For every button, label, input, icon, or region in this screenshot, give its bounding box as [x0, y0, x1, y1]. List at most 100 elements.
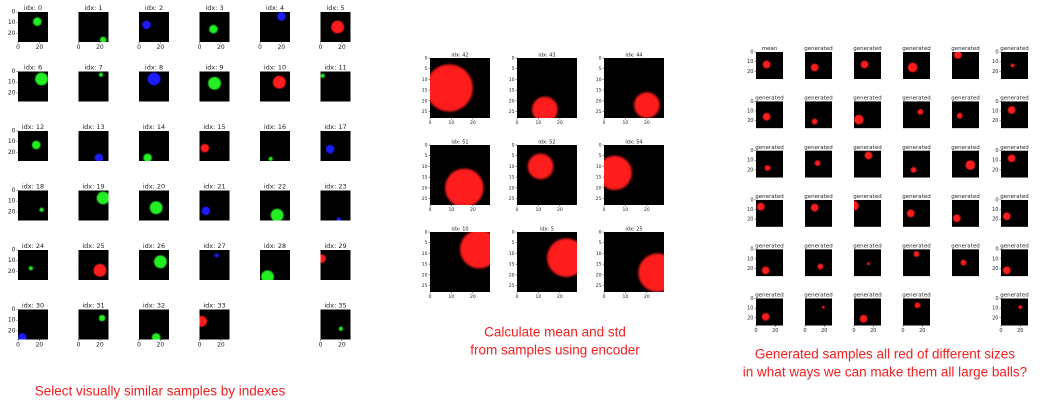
x-tick-label: 20 [821, 328, 827, 334]
panel-title: generated [755, 194, 783, 200]
ball [867, 262, 870, 266]
x-tick-label: 20 [919, 328, 925, 334]
sample-image [430, 145, 490, 205]
x-tick-label: 0 [137, 44, 141, 51]
x-tick-label: 0 [319, 342, 323, 349]
ball [814, 160, 821, 167]
sample-panel: idx: 44 0 10 20 0 5 10 15 20 25 [596, 53, 664, 126]
sample-panel: idx: 22 [260, 183, 290, 221]
y-tick-label: 20 [596, 98, 602, 104]
x-tick-label: 0 [198, 342, 202, 349]
panel-title: idx: 10 [451, 227, 468, 233]
sample-image [320, 190, 351, 221]
ball [31, 140, 41, 150]
ball [98, 72, 104, 77]
sample-panel: idx: 9 [199, 64, 230, 102]
sample-image [139, 71, 169, 102]
sample-panel: idx: 29 [320, 242, 351, 280]
ball [547, 238, 577, 277]
ball [149, 201, 163, 215]
sample-image [756, 52, 783, 79]
ball [261, 270, 274, 280]
y-tick-label: 0 [750, 247, 753, 253]
y-tick-label: 20 [509, 185, 515, 191]
y-tick-label: 0 [425, 56, 428, 62]
sample-image [320, 131, 351, 161]
caption: from samples using encoder [470, 343, 640, 358]
panel-title: generated [902, 96, 930, 102]
sample-image [430, 232, 490, 292]
sample-image [805, 101, 832, 129]
x-tick-label: 0 [603, 120, 606, 126]
x-tick-label: 0 [852, 328, 855, 334]
y-tick-label: 15 [422, 88, 428, 94]
ball [208, 76, 221, 90]
x-tick-label: 0 [999, 328, 1002, 334]
sample-panel: idx: 24 0 10 20 [8, 242, 48, 280]
x-tick-label: 0 [77, 342, 81, 349]
x-tick-label: 0 [901, 328, 904, 334]
ball [33, 17, 42, 26]
image-background [1001, 150, 1028, 178]
sample-image [604, 232, 664, 292]
sample-image [952, 52, 979, 79]
panel-title: generated [755, 293, 783, 299]
ball [1010, 63, 1015, 68]
image-background [1001, 101, 1028, 129]
sample-panel: generated [804, 243, 833, 277]
panel-title: idx: 17 [324, 123, 346, 131]
y-tick-label: 0 [995, 197, 998, 203]
ball [854, 200, 859, 211]
panel-title: generated [804, 194, 832, 200]
sample-image [430, 58, 490, 118]
panel-title: generated [951, 243, 979, 249]
sample-panel: idx: 32 0 20 [137, 302, 169, 349]
x-tick-label: 10 [536, 207, 542, 213]
x-tick-label: 20 [470, 294, 476, 300]
panel-title: idx: 2 [145, 4, 163, 12]
panel-title: idx: 29 [324, 242, 346, 250]
sample-image [260, 131, 290, 161]
panel-title: idx: 3 [205, 4, 223, 12]
x-tick-label: 0 [516, 120, 519, 126]
sample-panel: idx: 4 0 20 [258, 4, 290, 51]
ball [811, 118, 818, 125]
y-tick-label: 10 [596, 164, 602, 170]
y-tick-label: 25 [422, 109, 428, 115]
y-tick-label: 10 [747, 207, 753, 213]
sample-image [854, 52, 881, 79]
panel-title: idx: 44 [625, 53, 642, 59]
x-tick-label: 20 [338, 44, 346, 51]
panel-title: idx: 23 [324, 183, 346, 191]
sample-image [260, 71, 290, 102]
image-background [18, 190, 48, 221]
panel-title: generated [853, 293, 881, 299]
panel-title: generated [1000, 96, 1028, 102]
y-tick-label: 10 [747, 59, 753, 65]
y-tick-label: 20 [8, 30, 16, 37]
sample-image [199, 190, 230, 221]
sample-image [78, 250, 109, 280]
sample-panel: generated [951, 46, 980, 79]
ball [1007, 106, 1016, 114]
y-tick-label: 0 [12, 187, 16, 194]
x-tick-label: 20 [470, 207, 476, 213]
x-tick-label: 10 [536, 120, 542, 126]
sample-panel: generated [804, 96, 833, 129]
image-background [1001, 298, 1028, 326]
ball [764, 165, 771, 171]
ball [860, 60, 869, 69]
sample-image [517, 58, 577, 118]
panel-title: generated [902, 145, 930, 151]
y-tick-label: 5 [512, 240, 515, 246]
sample-image [320, 250, 351, 280]
image-background [260, 131, 290, 161]
panel-title: generated [951, 194, 979, 200]
y-tick-label: 10 [992, 207, 998, 213]
sample-panel: idx: 19 [78, 183, 109, 221]
panel-title: idx: 11 [324, 64, 346, 72]
ball [604, 155, 632, 190]
